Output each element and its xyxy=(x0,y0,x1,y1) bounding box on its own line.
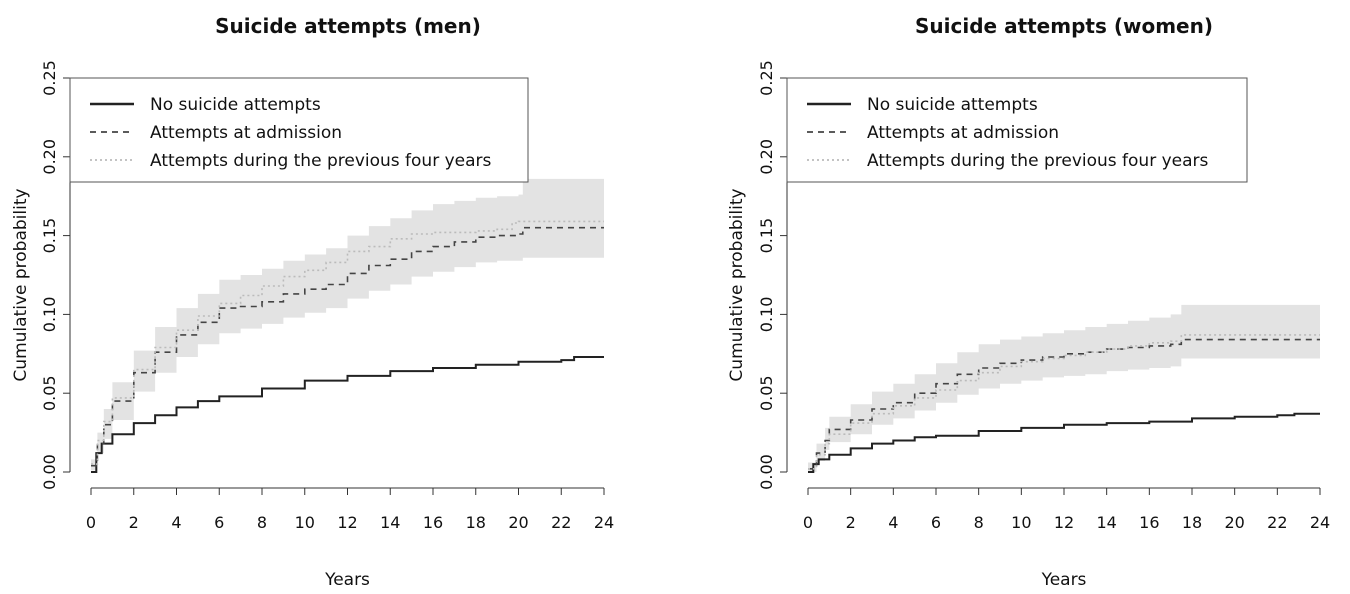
series-line-3 xyxy=(808,334,1320,470)
panel-men: Suicide attempts (men) 0.00 0.05 0.10 0.15 0.… xyxy=(11,14,614,590)
y-axis-label: Cumulative probability xyxy=(11,188,31,381)
x-tick-label: 4 xyxy=(171,513,181,532)
x-tick-label: 4 xyxy=(888,513,898,532)
x-tick-label: 16 xyxy=(1139,513,1159,532)
x-tick-label: 22 xyxy=(1267,513,1287,532)
legend-entry-1: No suicide attempts xyxy=(867,95,1038,115)
y-tick-label: 0.25 xyxy=(40,60,59,96)
x-tick-label: 14 xyxy=(1096,513,1116,532)
x-tick-label: 8 xyxy=(257,513,267,532)
x-tick-label: 20 xyxy=(508,513,528,532)
y-tick-label: 0.00 xyxy=(40,454,59,490)
x-tick-label: 6 xyxy=(214,513,224,532)
y-tick-label: 0.05 xyxy=(40,375,59,411)
y-tick-label: 0.20 xyxy=(40,139,59,175)
x-tick-label: 8 xyxy=(974,513,984,532)
x-tick-label: 24 xyxy=(594,513,614,532)
legend-box xyxy=(69,77,529,183)
y-tick-label: 0.10 xyxy=(757,297,776,333)
y-tick-label: 0.15 xyxy=(757,218,776,254)
legend-box xyxy=(786,77,1248,183)
legend-entry-1: No suicide attempts xyxy=(150,95,321,115)
x-tick-label: 10 xyxy=(1011,513,1031,532)
legend-entry-2: Attempts at admission xyxy=(867,123,1059,143)
x-tick-label: 12 xyxy=(1054,513,1074,532)
x-tick-label: 0 xyxy=(803,513,813,532)
series-line-3 xyxy=(91,220,604,465)
x-axis-label: Years xyxy=(324,570,370,590)
confidence-band xyxy=(808,304,1320,472)
y-axis-label: Cumulative probability xyxy=(727,188,747,381)
x-tick-label: 18 xyxy=(466,513,486,532)
confidence-band xyxy=(91,178,604,471)
x-tick-label: 0 xyxy=(86,513,96,532)
x-tick-label: 16 xyxy=(423,513,443,532)
legend-entry-2: Attempts at admission xyxy=(150,123,342,143)
series-line-2 xyxy=(91,226,604,467)
series-line-2 xyxy=(808,338,1320,470)
x-axis-label: Years xyxy=(1041,570,1087,590)
y-tick-label: 0.15 xyxy=(40,218,59,254)
series-line-1 xyxy=(91,356,604,473)
y-tick-label: 0.00 xyxy=(757,454,776,490)
x-tick-label: 18 xyxy=(1182,513,1202,532)
legend-entry-3: Attempts during the previous four years xyxy=(150,151,492,171)
x-tick-label: 22 xyxy=(551,513,571,532)
series-line-1 xyxy=(808,412,1320,473)
y-tick-label: 0.20 xyxy=(757,139,776,175)
y-tick-label: 0.10 xyxy=(40,297,59,333)
x-tick-label: 14 xyxy=(380,513,400,532)
panel-women: Suicide attempts (women) 0.00 0.05 0.10 0.15… xyxy=(727,14,1330,590)
x-tick-label: 6 xyxy=(931,513,941,532)
chart-title: Suicide attempts (women) xyxy=(915,14,1213,38)
chart-title: Suicide attempts (men) xyxy=(215,14,481,38)
y-tick-label: 0.05 xyxy=(757,375,776,411)
legend-entry-3: Attempts during the previous four years xyxy=(867,151,1209,171)
x-tick-label: 10 xyxy=(295,513,315,532)
x-tick-label: 20 xyxy=(1224,513,1244,532)
x-tick-label: 2 xyxy=(846,513,856,532)
x-tick-label: 12 xyxy=(337,513,357,532)
y-tick-label: 0.25 xyxy=(757,60,776,96)
x-tick-label: 2 xyxy=(129,513,139,532)
legend: No suicide attempts Attempts at admission… xyxy=(69,77,529,183)
x-tick-label: 24 xyxy=(1310,513,1330,532)
legend: No suicide attempts Attempts at admission… xyxy=(786,77,1248,183)
